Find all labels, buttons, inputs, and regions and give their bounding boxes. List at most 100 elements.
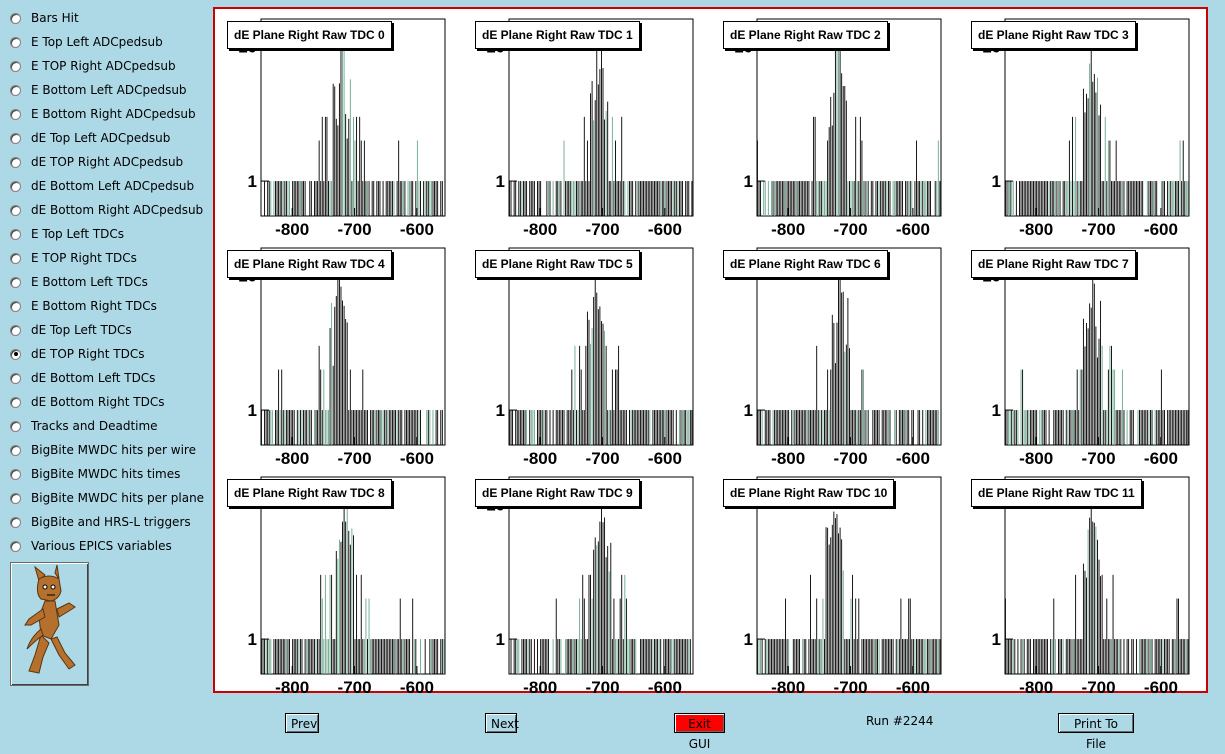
sidebar-item[interactable]: E TOP Right ADCpedsub (10, 56, 176, 76)
histogram-bin (540, 639, 542, 674)
radio-icon[interactable] (10, 396, 21, 408)
histogram-bin (682, 410, 683, 445)
histogram-bin (766, 639, 768, 674)
histogram-pane[interactable]: 1 -800 -700 -600 dE Plane Right Raw TDC 11 (961, 469, 1209, 698)
sidebar-item[interactable]: dE Bottom Left TDCs (10, 368, 155, 388)
sidebar-item[interactable]: E Bottom Left TDCs (10, 272, 148, 292)
histogram-bin (937, 639, 939, 674)
sidebar-item[interactable]: dE TOP Right TDCs (10, 344, 144, 364)
radio-icon[interactable] (10, 84, 21, 96)
sidebar-item[interactable]: dE TOP Right ADCpedsub (10, 152, 183, 172)
sidebar-item-label: dE Bottom Right TDCs (31, 395, 165, 409)
radio-icon[interactable] (10, 180, 21, 192)
print-to-file-button[interactable]: Print To File (1058, 713, 1134, 751)
x-tick-label: -600 (1144, 220, 1178, 239)
sidebar-item[interactable]: BigBite MWDC hits times (10, 464, 180, 484)
histogram-bin (683, 639, 685, 674)
radio-icon[interactable] (10, 276, 21, 288)
histogram-bin (278, 181, 280, 216)
sidebar-item[interactable]: E Bottom Right ADCpedsub (10, 104, 196, 124)
histogram-bin (599, 521, 601, 674)
radio-icon[interactable] (10, 204, 21, 216)
sidebar-item[interactable]: dE Top Left ADCpedsub (10, 128, 170, 148)
histogram-pane[interactable]: 1 -800 -700 -600 dE Plane Right Raw TDC 10 (713, 469, 961, 698)
histogram-bin (1068, 410, 1070, 445)
histogram-bin (1104, 410, 1106, 445)
sidebar-item[interactable]: dE Top Left TDCs (10, 320, 132, 340)
sidebar-item[interactable]: dE Bottom Right TDCs (10, 392, 164, 412)
x-tick-label: -700 (338, 678, 372, 697)
histogram-bin (767, 410, 769, 445)
radio-icon[interactable] (10, 252, 21, 264)
sidebar-item[interactable]: Various EPICS variables (10, 536, 172, 556)
histogram-bin (1143, 410, 1145, 445)
histogram-bin (909, 598, 911, 674)
histogram-bin (1023, 181, 1025, 216)
next-button[interactable]: Next (485, 713, 519, 733)
y-tick-label: 1 (744, 401, 753, 420)
radio-icon[interactable] (10, 516, 21, 528)
histogram-pane[interactable]: 1 -800 -700 -600 dE Plane Right Raw TDC 8 (217, 469, 465, 698)
histogram-bin (387, 639, 389, 674)
radio-icon[interactable] (10, 324, 21, 336)
radio-icon[interactable] (10, 132, 21, 144)
histogram-bin (338, 278, 340, 445)
histogram-bin (402, 181, 404, 216)
sidebar-item[interactable]: dE Bottom Left ADCpedsub (10, 176, 194, 196)
radio-icon[interactable] (10, 108, 21, 120)
exit-gui-button[interactable]: Exit GUI (674, 713, 725, 751)
histogram-bin (409, 181, 411, 216)
histogram-bin (354, 410, 356, 445)
radio-checked-icon[interactable] (10, 348, 21, 360)
radio-icon[interactable] (10, 228, 21, 240)
histogram-bin (816, 598, 818, 674)
sidebar-item[interactable]: Bars Hit (10, 8, 79, 28)
radio-icon[interactable] (10, 468, 21, 480)
radio-icon[interactable] (10, 36, 21, 48)
prev-button[interactable]: Prev (285, 713, 319, 733)
sidebar-item[interactable]: BigBite MWDC hits per wire (10, 440, 196, 460)
radio-icon[interactable] (10, 372, 21, 384)
sidebar-item[interactable]: E Top Left ADCpedsub (10, 32, 163, 52)
radio-icon[interactable] (10, 420, 21, 432)
histogram-bin (295, 181, 297, 216)
radio-icon[interactable] (10, 12, 21, 24)
histogram-bin (863, 369, 864, 445)
histogram-bin (1040, 181, 1042, 216)
histogram-bin (373, 410, 375, 445)
sidebar-item[interactable]: BigBite MWDC hits per plane (10, 488, 204, 508)
sidebar-item[interactable]: E Bottom Left ADCpedsub (10, 80, 187, 100)
histogram-bin (1061, 410, 1063, 445)
sidebar-item[interactable]: dE Bottom Right ADCpedsub (10, 200, 203, 220)
radio-icon[interactable] (10, 300, 21, 312)
histogram-bin (1174, 410, 1176, 445)
radio-icon[interactable] (10, 540, 21, 552)
histogram-bin (654, 410, 655, 445)
radio-icon[interactable] (10, 60, 21, 72)
histogram-bin (560, 410, 562, 445)
histogram-bin (802, 639, 804, 674)
radio-icon[interactable] (10, 492, 21, 504)
radio-icon[interactable] (10, 156, 21, 168)
sidebar-item[interactable]: BigBite and HRS-L triggers (10, 512, 191, 532)
histogram-bin (1058, 410, 1059, 445)
histogram-bin (922, 410, 924, 445)
histogram-bin (669, 410, 671, 445)
histogram-pane[interactable]: 1 -800 -700 -600 dE Plane Right Raw TDC 5 (465, 240, 713, 469)
radio-icon[interactable] (10, 444, 21, 456)
histogram-bin (387, 181, 389, 216)
sidebar-item[interactable]: Tracks and Deadtime (10, 416, 158, 436)
sidebar-item[interactable]: E Top Left TDCs (10, 224, 124, 244)
histogram-bin (655, 181, 657, 216)
sidebar-item[interactable]: E Bottom Right TDCs (10, 296, 157, 316)
sidebar-item[interactable]: E TOP Right TDCs (10, 248, 137, 268)
histogram-pane[interactable]: 1 -800 -700 -600 dE Plane Right Raw TDC 6 (713, 240, 961, 469)
